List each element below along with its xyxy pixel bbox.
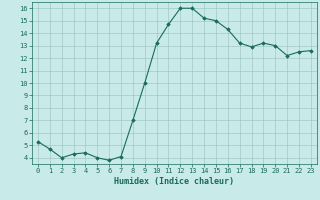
X-axis label: Humidex (Indice chaleur): Humidex (Indice chaleur) — [115, 177, 234, 186]
